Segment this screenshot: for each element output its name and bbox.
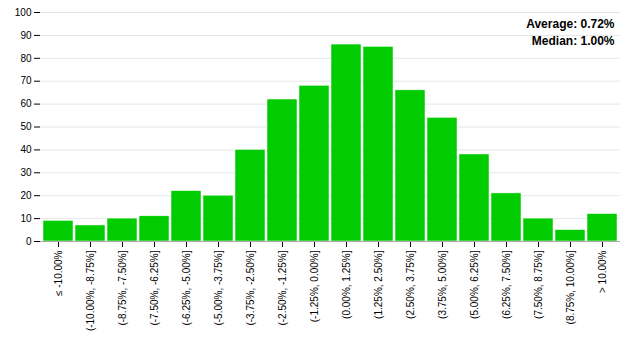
svg-text:30: 30 — [20, 167, 32, 178]
svg-text:(6.25%, 7.50%]: (6.25%, 7.50%] — [501, 250, 512, 319]
svg-text:(2.50%, 3.75%]: (2.50%, 3.75%] — [405, 250, 416, 319]
svg-text:(-7.50%, -6.25%]: (-7.50%, -6.25%] — [149, 250, 160, 325]
svg-text:(-2.50%, -1.25%]: (-2.50%, -1.25%] — [277, 250, 288, 325]
svg-text:(-8.75%, -7.50%]: (-8.75%, -7.50%] — [117, 250, 128, 325]
svg-text:Average: 0.72%Median: 1.00%: Average: 0.72%Median: 1.00% — [526, 17, 615, 48]
svg-text:100: 100 — [15, 7, 32, 18]
svg-text:≤ -10.00%: ≤ -10.00% — [53, 250, 64, 296]
svg-text:0: 0 — [26, 236, 32, 247]
svg-text:(-5.00%, -3.75%]: (-5.00%, -3.75%] — [213, 250, 224, 325]
svg-text:(-10.00%, -8.75%]: (-10.00%, -8.75%] — [85, 250, 96, 331]
svg-text:40: 40 — [20, 144, 32, 155]
svg-text:20: 20 — [20, 190, 32, 201]
svg-text:50: 50 — [20, 121, 32, 132]
svg-text:(7.50%, 8.75%]: (7.50%, 8.75%] — [533, 250, 544, 319]
svg-text:(-3.75%, -2.50%]: (-3.75%, -2.50%] — [245, 250, 256, 325]
svg-text:70: 70 — [20, 75, 32, 86]
svg-text:(5.00%, 6.25%]: (5.00%, 6.25%] — [469, 250, 480, 319]
svg-text:60: 60 — [20, 98, 32, 109]
svg-text:(3.75%, 5.00%]: (3.75%, 5.00%] — [437, 250, 448, 319]
svg-text:(1.25%, 2.50%]: (1.25%, 2.50%] — [373, 250, 384, 319]
svg-text:10: 10 — [20, 213, 32, 224]
svg-text:80: 80 — [20, 53, 32, 64]
svg-text:(8.75%, 10.00%]: (8.75%, 10.00%] — [565, 250, 576, 324]
svg-text:> 10.00%: > 10.00% — [597, 250, 608, 293]
svg-text:(0.00%, 1.25%]: (0.00%, 1.25%] — [341, 250, 352, 319]
svg-text:90: 90 — [20, 30, 32, 41]
svg-text:(-1.25%, 0.00%]: (-1.25%, 0.00%] — [309, 250, 320, 322]
svg-text:(-6.25%, -5.00%]: (-6.25%, -5.00%] — [181, 250, 192, 325]
